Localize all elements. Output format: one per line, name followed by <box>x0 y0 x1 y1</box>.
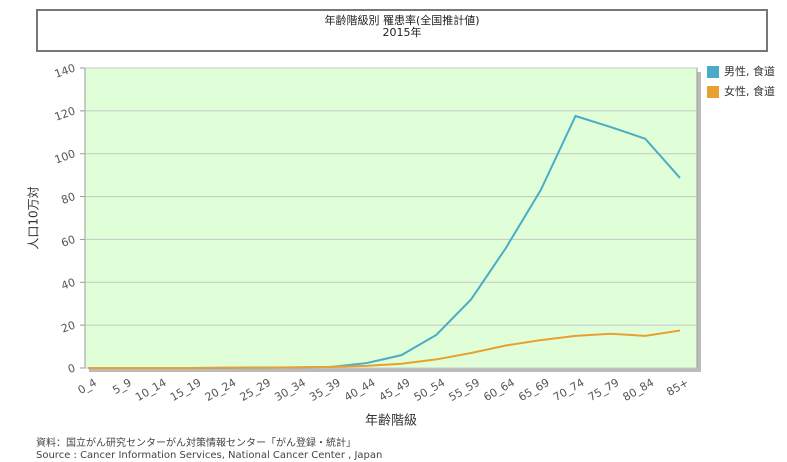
series-line <box>88 329 681 369</box>
y-tick-label: 60 <box>59 233 77 250</box>
x-tick-label: 15_19 <box>168 376 204 404</box>
x-tick-label: 75_79 <box>586 376 622 404</box>
x-tick-label: 45_49 <box>377 376 413 404</box>
legend-swatch <box>707 86 719 98</box>
chart-subtitle: 2015年 <box>383 25 422 39</box>
x-tick-label: 20_24 <box>203 376 239 404</box>
y-tick-label: 80 <box>59 190 77 207</box>
y-tick-label: 0 <box>66 361 77 376</box>
legend-swatch <box>707 66 719 78</box>
x-tick-label: 25_29 <box>238 376 274 404</box>
y-tick-label: 140 <box>53 61 77 80</box>
title-box <box>36 9 768 52</box>
legend-label: 女性, 食道 <box>724 84 775 98</box>
x-tick-label: 60_64 <box>481 376 517 404</box>
y-tick-label: 20 <box>59 319 77 336</box>
x-tick-label: 40_44 <box>342 376 378 404</box>
y-axis-label: 人口10万対 <box>27 186 41 249</box>
x-tick-label: 50_54 <box>412 376 448 404</box>
x-tick-label: 80_84 <box>621 376 657 404</box>
chart-title: 年齢階級別 罹患率(全国推計値) <box>324 13 479 27</box>
y-tick-label: 120 <box>53 104 77 123</box>
x-tick-label: 35_39 <box>307 376 343 404</box>
x-tick-label: 70_74 <box>551 376 587 404</box>
legend-label: 男性, 食道 <box>724 64 775 78</box>
x-axis-label: 年齢階級 <box>365 414 417 429</box>
x-tick-label: 10_14 <box>133 376 169 404</box>
x-tick-label: 55_59 <box>447 376 483 404</box>
x-tick-label: 30_34 <box>272 376 308 404</box>
y-tick-label: 100 <box>53 147 77 166</box>
x-tick-label: 65_69 <box>516 376 552 404</box>
plot-area <box>84 67 698 369</box>
source: 資料：国立がん研究センターがん対策情報センター「がん登録・統計」 <box>36 436 356 449</box>
x-tick-label: 0_4 <box>76 376 99 397</box>
x-tick-label: 5_9 <box>110 376 133 397</box>
x-tick-label: 85+ <box>664 376 691 399</box>
source: Source : Cancer Information Services, Na… <box>36 450 382 461</box>
y-tick-label: 40 <box>59 276 77 293</box>
